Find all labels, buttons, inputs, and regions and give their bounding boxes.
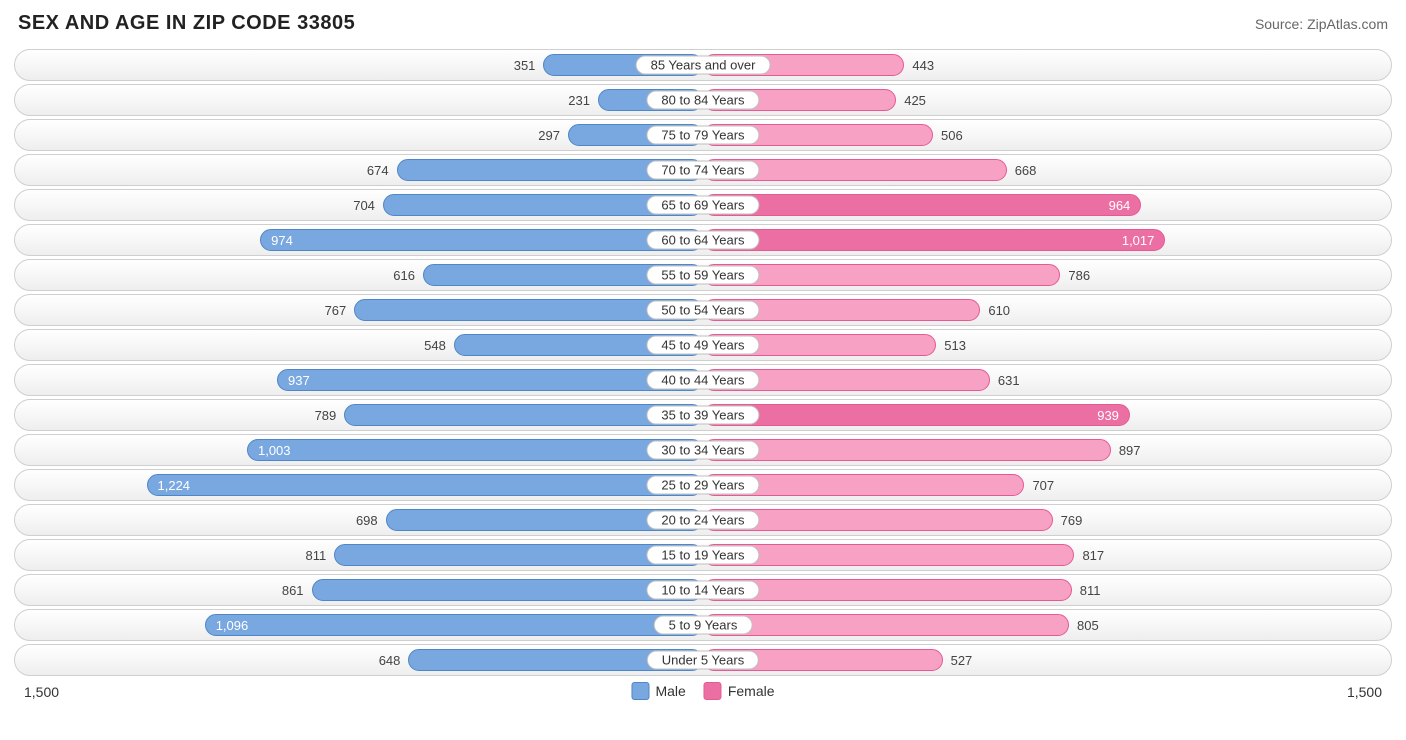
- category-badge: 70 to 74 Years: [646, 161, 759, 180]
- axis-label-left: 1,500: [24, 684, 59, 700]
- female-value: 506: [933, 128, 971, 143]
- male-value: 704: [345, 198, 383, 213]
- category-badge: 45 to 49 Years: [646, 336, 759, 355]
- pyramid-row: 767 610 50 to 54 Years: [14, 294, 1392, 326]
- pyramid-row: 231 425 80 to 84 Years: [14, 84, 1392, 116]
- axis-label-right: 1,500: [1347, 684, 1382, 700]
- chart-header: SEX AND AGE IN ZIP CODE 33805 Source: Zi…: [14, 12, 1392, 35]
- female-value: 513: [936, 338, 974, 353]
- male-bar: 1,224: [147, 474, 704, 496]
- category-badge: 35 to 39 Years: [646, 406, 759, 425]
- pyramid-row: 704 964 65 to 69 Years: [14, 189, 1392, 221]
- female-value: 786: [1060, 268, 1098, 283]
- pyramid-row: 548 513 45 to 49 Years: [14, 329, 1392, 361]
- male-value: 861: [274, 583, 312, 598]
- pyramid-row: 351 443 85 Years and over: [14, 49, 1392, 81]
- legend: Male Female: [631, 682, 774, 700]
- female-value: 897: [1111, 443, 1149, 458]
- male-value: 698: [348, 513, 386, 528]
- female-value: 527: [943, 653, 981, 668]
- female-value: 1,017: [1112, 233, 1165, 248]
- legend-label: Male: [655, 683, 685, 699]
- category-badge: 65 to 69 Years: [646, 196, 759, 215]
- pyramid-row: 648 527 Under 5 Years: [14, 644, 1392, 676]
- chart-rows: 351 443 85 Years and over 231 425 80 to 84 Ye…: [14, 49, 1392, 676]
- pyramid-row: 297 506 75 to 79 Years: [14, 119, 1392, 151]
- female-value: 964: [1099, 198, 1141, 213]
- male-bar: 937: [277, 369, 703, 391]
- male-value: 548: [416, 338, 454, 353]
- pyramid-row: 789 939 35 to 39 Years: [14, 399, 1392, 431]
- category-badge: 55 to 59 Years: [646, 266, 759, 285]
- female-bar: 964: [703, 194, 1141, 216]
- female-value: 425: [896, 93, 934, 108]
- female-bar: 939: [703, 404, 1130, 426]
- pyramid-row: 616 786 55 to 59 Years: [14, 259, 1392, 291]
- male-value: 1,224: [148, 478, 201, 493]
- male-value: 648: [371, 653, 409, 668]
- female-value: 817: [1074, 548, 1112, 563]
- legend-label: Female: [728, 683, 775, 699]
- female-value: 668: [1007, 163, 1045, 178]
- chart-source: Source: ZipAtlas.com: [1255, 16, 1388, 32]
- category-badge: Under 5 Years: [647, 651, 759, 670]
- pyramid-row: 811 817 15 to 19 Years: [14, 539, 1392, 571]
- male-value: 811: [298, 548, 335, 563]
- pyramid-row: 1,096 805 5 to 9 Years: [14, 609, 1392, 641]
- female-value: 939: [1087, 408, 1129, 423]
- female-bar: [703, 439, 1111, 461]
- category-badge: 20 to 24 Years: [646, 511, 759, 530]
- female-bar: [703, 614, 1069, 636]
- male-value: 974: [261, 233, 303, 248]
- category-badge: 30 to 34 Years: [646, 441, 759, 460]
- female-value: 707: [1024, 478, 1062, 493]
- pyramid-row: 674 668 70 to 74 Years: [14, 154, 1392, 186]
- male-value: 767: [317, 303, 355, 318]
- legend-item: Male: [631, 682, 685, 700]
- pyramid-row: 974 1,017 60 to 64 Years: [14, 224, 1392, 256]
- male-value: 674: [359, 163, 397, 178]
- category-badge: 75 to 79 Years: [646, 126, 759, 145]
- female-value: 631: [990, 373, 1028, 388]
- male-bar: 974: [260, 229, 703, 251]
- male-value: 351: [506, 58, 544, 73]
- category-badge: 60 to 64 Years: [646, 231, 759, 250]
- category-badge: 10 to 14 Years: [646, 581, 759, 600]
- male-value: 937: [278, 373, 320, 388]
- female-value: 443: [904, 58, 942, 73]
- male-value: 616: [385, 268, 423, 283]
- male-value: 231: [560, 93, 598, 108]
- male-bar: [312, 579, 703, 601]
- female-value: 811: [1072, 583, 1109, 598]
- category-badge: 50 to 54 Years: [646, 301, 759, 320]
- category-badge: 15 to 19 Years: [646, 546, 759, 565]
- female-value: 805: [1069, 618, 1107, 633]
- legend-swatch: [704, 682, 722, 700]
- chart-title: SEX AND AGE IN ZIP CODE 33805: [18, 12, 355, 35]
- category-badge: 40 to 44 Years: [646, 371, 759, 390]
- legend-swatch: [631, 682, 649, 700]
- chart-container: SEX AND AGE IN ZIP CODE 33805 Source: Zi…: [0, 0, 1406, 740]
- pyramid-row: 1,003 897 30 to 34 Years: [14, 434, 1392, 466]
- male-value: 789: [307, 408, 345, 423]
- pyramid-row: 937 631 40 to 44 Years: [14, 364, 1392, 396]
- male-bar: 1,096: [205, 614, 703, 636]
- category-badge: 25 to 29 Years: [646, 476, 759, 495]
- female-value: 610: [980, 303, 1018, 318]
- category-badge: 5 to 9 Years: [654, 616, 753, 635]
- male-value: 1,003: [248, 443, 301, 458]
- pyramid-row: 698 769 20 to 24 Years: [14, 504, 1392, 536]
- category-badge: 80 to 84 Years: [646, 91, 759, 110]
- pyramid-row: 1,224 707 25 to 29 Years: [14, 469, 1392, 501]
- male-value: 1,096: [206, 618, 259, 633]
- chart-footer: 1,500 Male Female 1,500: [14, 682, 1392, 708]
- female-bar: 1,017: [703, 229, 1165, 251]
- category-badge: 85 Years and over: [636, 56, 771, 75]
- pyramid-row: 861 811 10 to 14 Years: [14, 574, 1392, 606]
- male-bar: 1,003: [247, 439, 703, 461]
- female-value: 769: [1053, 513, 1091, 528]
- male-value: 297: [530, 128, 568, 143]
- legend-item: Female: [704, 682, 775, 700]
